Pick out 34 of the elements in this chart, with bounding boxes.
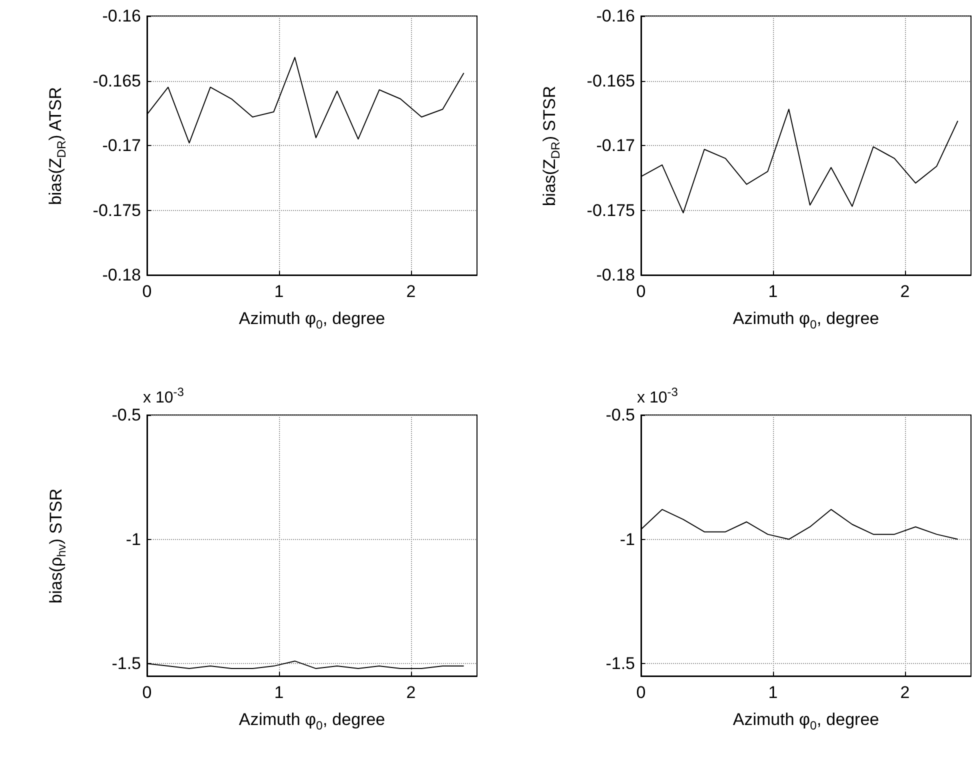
x-tick-label: 2	[406, 683, 416, 702]
x-tick-label: 0	[636, 282, 646, 301]
y-tick-label: -0.18	[102, 266, 141, 284]
y-tick-label: -0.165	[92, 71, 141, 90]
y-tick-label: -0.18	[596, 266, 635, 284]
y-tick-label: -1.5	[606, 654, 635, 674]
x-tick-label: 0	[142, 683, 152, 702]
x-axis-title: Azimuth φ$_{0}$, degree	[732, 710, 880, 732]
x-tick-label: 0	[636, 683, 646, 702]
y-tick-label: -0.16	[596, 6, 635, 26]
text: x 10$^{-3}$	[637, 385, 678, 408]
x-tick-label: 2	[406, 282, 416, 301]
x-axis-title: Azimuth φ$_{0}$, degree	[732, 309, 880, 332]
y-tick-label: -0.5	[606, 406, 635, 424]
x-tick-label: 0	[142, 282, 152, 301]
y-tick-label: -0.5	[112, 406, 141, 424]
y-tick-label: -0.17	[596, 136, 635, 155]
text: x 10$^{-3}$	[143, 385, 184, 408]
y-tick-label: -0.165	[586, 71, 635, 90]
x-tick-label: 2	[900, 282, 910, 301]
x-tick-label: 1	[768, 282, 778, 301]
y-tick-label: -1	[620, 530, 635, 549]
x-tick-label: 1	[768, 683, 778, 702]
x-tick-label: 1	[274, 683, 284, 702]
y-tick-label: -0.17	[102, 136, 141, 155]
y-tick-label: -0.175	[92, 200, 141, 220]
x-tick-label: 2	[900, 683, 910, 702]
y-tick-label: -1.5	[112, 654, 141, 674]
x-tick-label: 1	[274, 282, 284, 301]
y-tick-label: -0.16	[102, 6, 141, 26]
x-axis-title: Azimuth φ$_{0}$, degree	[238, 309, 386, 332]
y-tick-label: -0.175	[586, 200, 635, 220]
y-tick-label: -1	[126, 530, 141, 549]
x-axis-title: Azimuth φ$_{0}$, degree	[238, 710, 386, 732]
